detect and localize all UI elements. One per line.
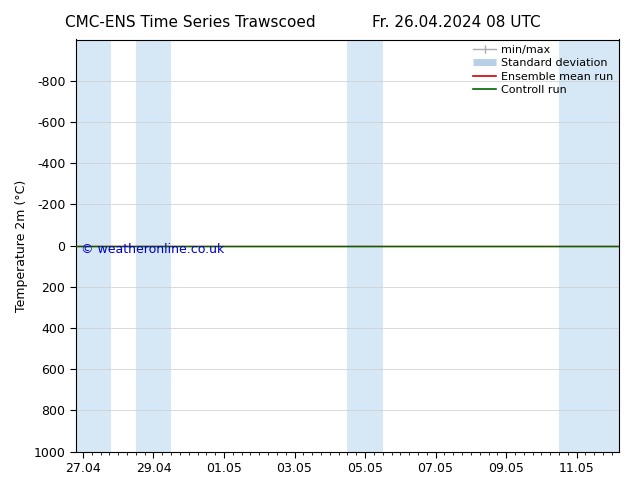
Legend: min/max, Standard deviation, Ensemble mean run, Controll run: min/max, Standard deviation, Ensemble me…: [474, 45, 614, 95]
Text: © weatheronline.co.uk: © weatheronline.co.uk: [81, 244, 224, 256]
Bar: [136, 40, 171, 452]
Text: Fr. 26.04.2024 08 UTC: Fr. 26.04.2024 08 UTC: [372, 15, 541, 30]
Bar: [76, 40, 111, 452]
Bar: [347, 40, 383, 452]
Text: CMC-ENS Time Series Trawscoed: CMC-ENS Time Series Trawscoed: [65, 15, 316, 30]
Y-axis label: Temperature 2m (°C): Temperature 2m (°C): [15, 179, 28, 312]
Bar: [559, 40, 619, 452]
